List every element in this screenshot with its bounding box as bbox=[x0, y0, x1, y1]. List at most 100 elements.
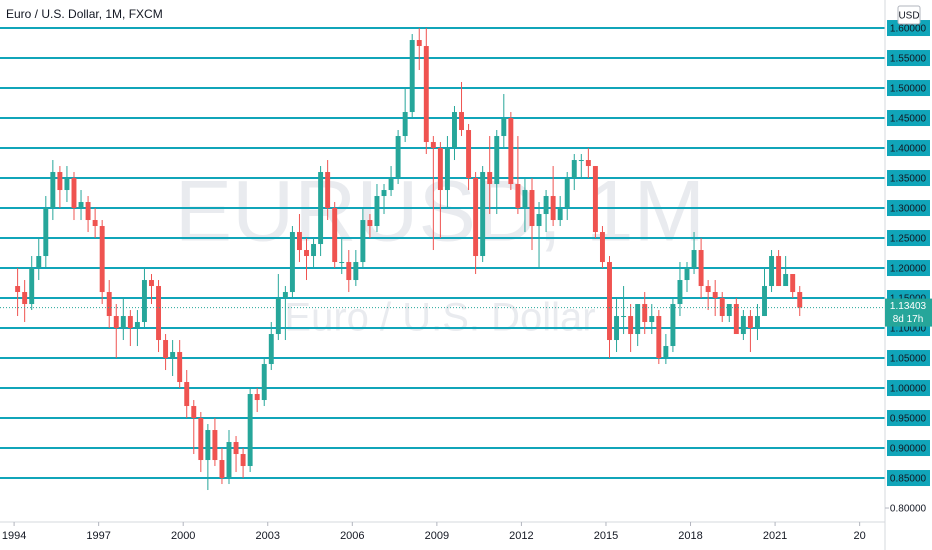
candle-body bbox=[177, 352, 183, 383]
x-tick-label: 2021 bbox=[763, 530, 787, 542]
y-tick-box bbox=[887, 230, 930, 247]
candle-body bbox=[275, 298, 281, 335]
candle-body bbox=[797, 292, 803, 308]
y-tick-label: 1.20000 bbox=[890, 264, 927, 275]
candle-body bbox=[649, 316, 655, 323]
candle-body bbox=[15, 286, 21, 293]
candle-body bbox=[339, 262, 345, 264]
y-tick-box bbox=[887, 410, 930, 427]
y-tick-label: 0.95000 bbox=[890, 414, 927, 425]
candle-body bbox=[134, 322, 140, 329]
candle-body bbox=[353, 262, 359, 281]
candle-body bbox=[346, 262, 352, 281]
y-tick-label: 1.35000 bbox=[890, 174, 927, 185]
x-tick-label: 20 bbox=[854, 530, 866, 542]
candle-body bbox=[557, 208, 563, 221]
candle-body bbox=[409, 40, 415, 113]
candle-body bbox=[325, 172, 331, 209]
y-tick-box bbox=[887, 50, 930, 67]
candle-body bbox=[452, 112, 457, 149]
candle-body bbox=[705, 286, 711, 293]
candle-body bbox=[501, 118, 507, 137]
y-tick-box bbox=[887, 200, 930, 217]
x-tick-label: 2009 bbox=[425, 530, 449, 542]
y-tick-box bbox=[887, 140, 930, 157]
candle-body bbox=[473, 178, 479, 257]
chart-title: Euro / U.S. Dollar, 1M, FXCM bbox=[6, 7, 163, 21]
candle-body bbox=[754, 316, 760, 329]
y-tick-label: 1.30000 bbox=[890, 204, 927, 215]
candle-body bbox=[578, 160, 584, 162]
candle-body bbox=[599, 232, 605, 263]
y-tick-label: 1.05000 bbox=[890, 354, 927, 365]
candle-body bbox=[691, 250, 697, 269]
candle-body bbox=[712, 292, 718, 299]
candle-body bbox=[57, 172, 63, 191]
candle-body bbox=[85, 202, 91, 221]
y-tick-label: 0.90000 bbox=[890, 444, 927, 455]
candle-body bbox=[191, 406, 197, 419]
candle-body bbox=[747, 316, 753, 329]
candle-body bbox=[92, 220, 98, 227]
x-tick-label: 2012 bbox=[509, 530, 533, 542]
candles bbox=[15, 28, 803, 491]
candle-body bbox=[529, 190, 535, 227]
candle-body bbox=[670, 304, 676, 347]
candle-body bbox=[261, 364, 267, 401]
candle-body bbox=[388, 178, 394, 191]
x-tick-label: 2006 bbox=[340, 530, 364, 542]
y-tick-label: 1.60000 bbox=[890, 24, 927, 35]
watermark-subtitle: Euro / U.S. Dollar bbox=[284, 296, 595, 340]
candle-body bbox=[71, 178, 77, 209]
candle-body bbox=[642, 304, 648, 323]
currency[interactable]: USD bbox=[898, 11, 919, 22]
candle-body bbox=[522, 190, 528, 209]
y-tick-box bbox=[887, 170, 930, 187]
candle-body bbox=[106, 292, 112, 317]
candle-body bbox=[663, 346, 669, 359]
candle-body bbox=[247, 394, 253, 467]
candle-body bbox=[487, 172, 493, 185]
candle-body bbox=[550, 196, 556, 221]
candle-body bbox=[296, 232, 302, 251]
candle-body bbox=[113, 316, 119, 329]
current-price-label: 1.13403 bbox=[890, 301, 927, 312]
candle-body bbox=[684, 268, 690, 281]
candle-body bbox=[762, 286, 767, 317]
candle-body bbox=[254, 394, 260, 401]
x-tick-label: 2000 bbox=[171, 530, 195, 542]
candle-body bbox=[43, 208, 49, 257]
candle-body bbox=[437, 148, 443, 191]
candle-body bbox=[50, 172, 56, 209]
candle-body bbox=[318, 172, 324, 245]
y-tick-box bbox=[887, 260, 930, 277]
candle-body bbox=[508, 118, 514, 185]
candle-body bbox=[423, 46, 429, 143]
candle-body bbox=[198, 418, 204, 461]
candle-body bbox=[170, 352, 176, 359]
x-tick-label: 2003 bbox=[256, 530, 280, 542]
candle-body bbox=[614, 316, 620, 341]
axes: 0.80000 0.85000 0.90000 0.95000 1.00000 1.050… bbox=[0, 20, 932, 542]
y-tick-label: 0.85000 bbox=[890, 474, 927, 485]
candle-body bbox=[719, 298, 725, 317]
countdown: 8d 17h bbox=[893, 314, 924, 325]
candle-body bbox=[585, 160, 591, 167]
candle-body bbox=[536, 214, 542, 227]
candle-body bbox=[367, 220, 373, 227]
candle-body bbox=[402, 112, 408, 137]
candle-body bbox=[635, 304, 641, 335]
y-tick-box bbox=[887, 80, 930, 97]
candle-body bbox=[304, 250, 309, 257]
current-price-box bbox=[885, 298, 932, 327]
candle-body bbox=[226, 442, 232, 479]
candle-body bbox=[22, 292, 28, 305]
candle-body bbox=[466, 130, 472, 179]
x-tick-label: 1994 bbox=[2, 530, 26, 542]
candle-body bbox=[268, 334, 274, 365]
currency-box[interactable] bbox=[897, 5, 921, 25]
candle-body bbox=[141, 280, 147, 323]
candle-body bbox=[430, 142, 436, 149]
